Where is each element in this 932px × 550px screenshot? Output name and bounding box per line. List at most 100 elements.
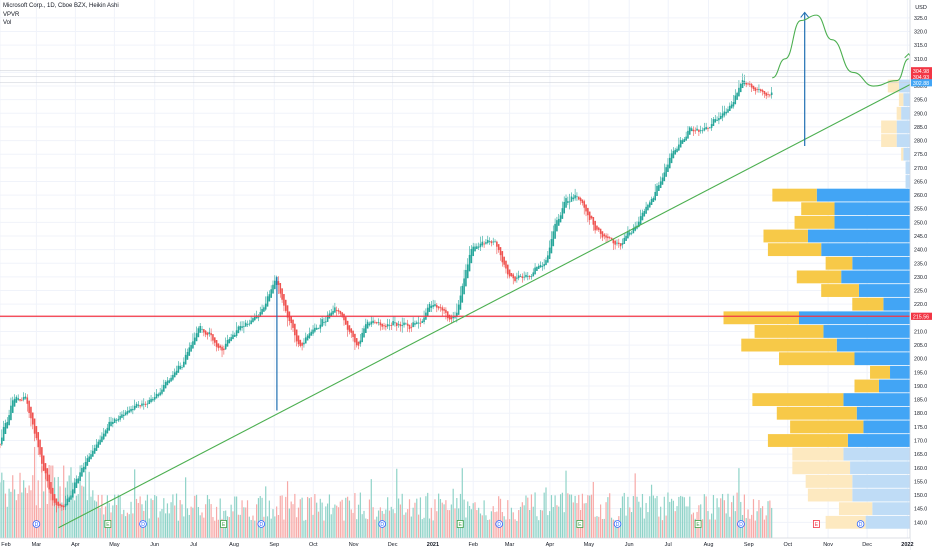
candle-body (119, 416, 121, 420)
candle-body (106, 427, 109, 434)
candle-body (705, 127, 707, 130)
volume-bar (367, 519, 369, 538)
candle-body (363, 328, 365, 338)
volume-bar (288, 508, 290, 538)
candle-body (736, 92, 738, 100)
volume-bar (545, 487, 547, 538)
candle-body (210, 333, 212, 336)
candle-body (406, 323, 409, 326)
volume-bar (647, 512, 649, 538)
candle-body (750, 84, 753, 88)
volume-bar (439, 498, 442, 538)
candle-body (459, 295, 462, 310)
price-tick-label: 255.0 (914, 207, 927, 213)
vp-row-down (854, 352, 910, 366)
volume-bar (587, 495, 589, 538)
candle-body (41, 447, 43, 464)
candle-body (241, 326, 243, 328)
earnings-marker-label: E (578, 522, 582, 528)
time-tick-label: May (109, 542, 120, 548)
candle-body (117, 418, 120, 421)
earnings-marker-label: E (106, 522, 110, 528)
volume-bar (296, 517, 298, 538)
vpvr-indicator-label[interactable]: VPVR (3, 11, 20, 18)
candle-body (281, 288, 283, 300)
candle-body (62, 505, 65, 508)
projection-arrowhead (800, 11, 810, 18)
vp-row-up (898, 93, 904, 107)
candle-body (461, 285, 464, 303)
volume-bar (314, 494, 316, 538)
volume-bar (352, 512, 354, 538)
vp-row-down (852, 475, 910, 488)
candle-body (545, 260, 547, 266)
volume-bar (456, 498, 458, 538)
volume-bar (760, 508, 762, 538)
volume-bar (208, 499, 210, 538)
candle-body (295, 329, 298, 342)
candle-body (412, 322, 414, 328)
volume-bar (106, 495, 108, 538)
volume-bar (436, 511, 438, 538)
volume-indicator-label[interactable]: Vol (3, 20, 12, 26)
volume-bar (12, 475, 14, 538)
candle-body (261, 308, 263, 315)
candle-body (694, 130, 697, 132)
volume-bar (90, 496, 92, 538)
candle-body (687, 130, 689, 139)
volume-bar (316, 502, 318, 538)
candle-body (354, 333, 356, 343)
volume-bar (536, 516, 538, 538)
candle-body (217, 343, 220, 349)
volume-bar (641, 493, 644, 538)
volume-bar (263, 516, 265, 538)
candle-body (512, 274, 515, 279)
candle-body (403, 322, 405, 326)
volume-bar (569, 494, 571, 538)
earnings-marker-label: E (696, 522, 700, 528)
volume-bar (99, 508, 101, 538)
volume-bar (205, 504, 207, 538)
volume-bar (392, 509, 394, 538)
candle-body (650, 198, 653, 205)
candle-body (243, 326, 245, 328)
volume-bar (512, 512, 514, 538)
volume-bar (245, 507, 247, 538)
vp-row-up (767, 434, 848, 447)
volume-bar (643, 518, 645, 538)
candle-body (141, 403, 143, 406)
candle-body (188, 347, 191, 356)
volume-bar (54, 477, 56, 538)
candle-body (13, 398, 16, 407)
volume-bar (394, 513, 396, 538)
candle-body (263, 307, 265, 312)
vp-row-down (896, 120, 910, 134)
vp-row-up (741, 338, 837, 352)
volume-bar (168, 513, 170, 538)
volume-bar (252, 515, 254, 538)
volume-bar (636, 496, 638, 538)
candle-body (375, 322, 378, 324)
dividend-marker-label: D (35, 522, 39, 528)
candle-body (279, 283, 282, 294)
candle-body (268, 294, 271, 302)
volume-bar (250, 519, 252, 538)
candle-body (552, 231, 555, 247)
volume-bar (301, 497, 303, 538)
candle-body (381, 323, 383, 327)
candle-body (709, 127, 711, 129)
volume-bar (126, 512, 128, 538)
volume-bar (32, 475, 34, 538)
candle-body (690, 128, 693, 132)
symbol-title[interactable]: Microsoft Corp., 1D, Cboe BZX, Heikin As… (3, 3, 119, 9)
volume-bar (323, 520, 325, 538)
candle-body (630, 232, 633, 234)
candle-body (104, 430, 107, 437)
candle-body (443, 308, 445, 311)
candle-body (250, 320, 252, 324)
volume-bar (516, 520, 518, 538)
candle-body (505, 260, 507, 269)
volume-bar (692, 512, 695, 538)
vp-row-up (881, 120, 897, 134)
